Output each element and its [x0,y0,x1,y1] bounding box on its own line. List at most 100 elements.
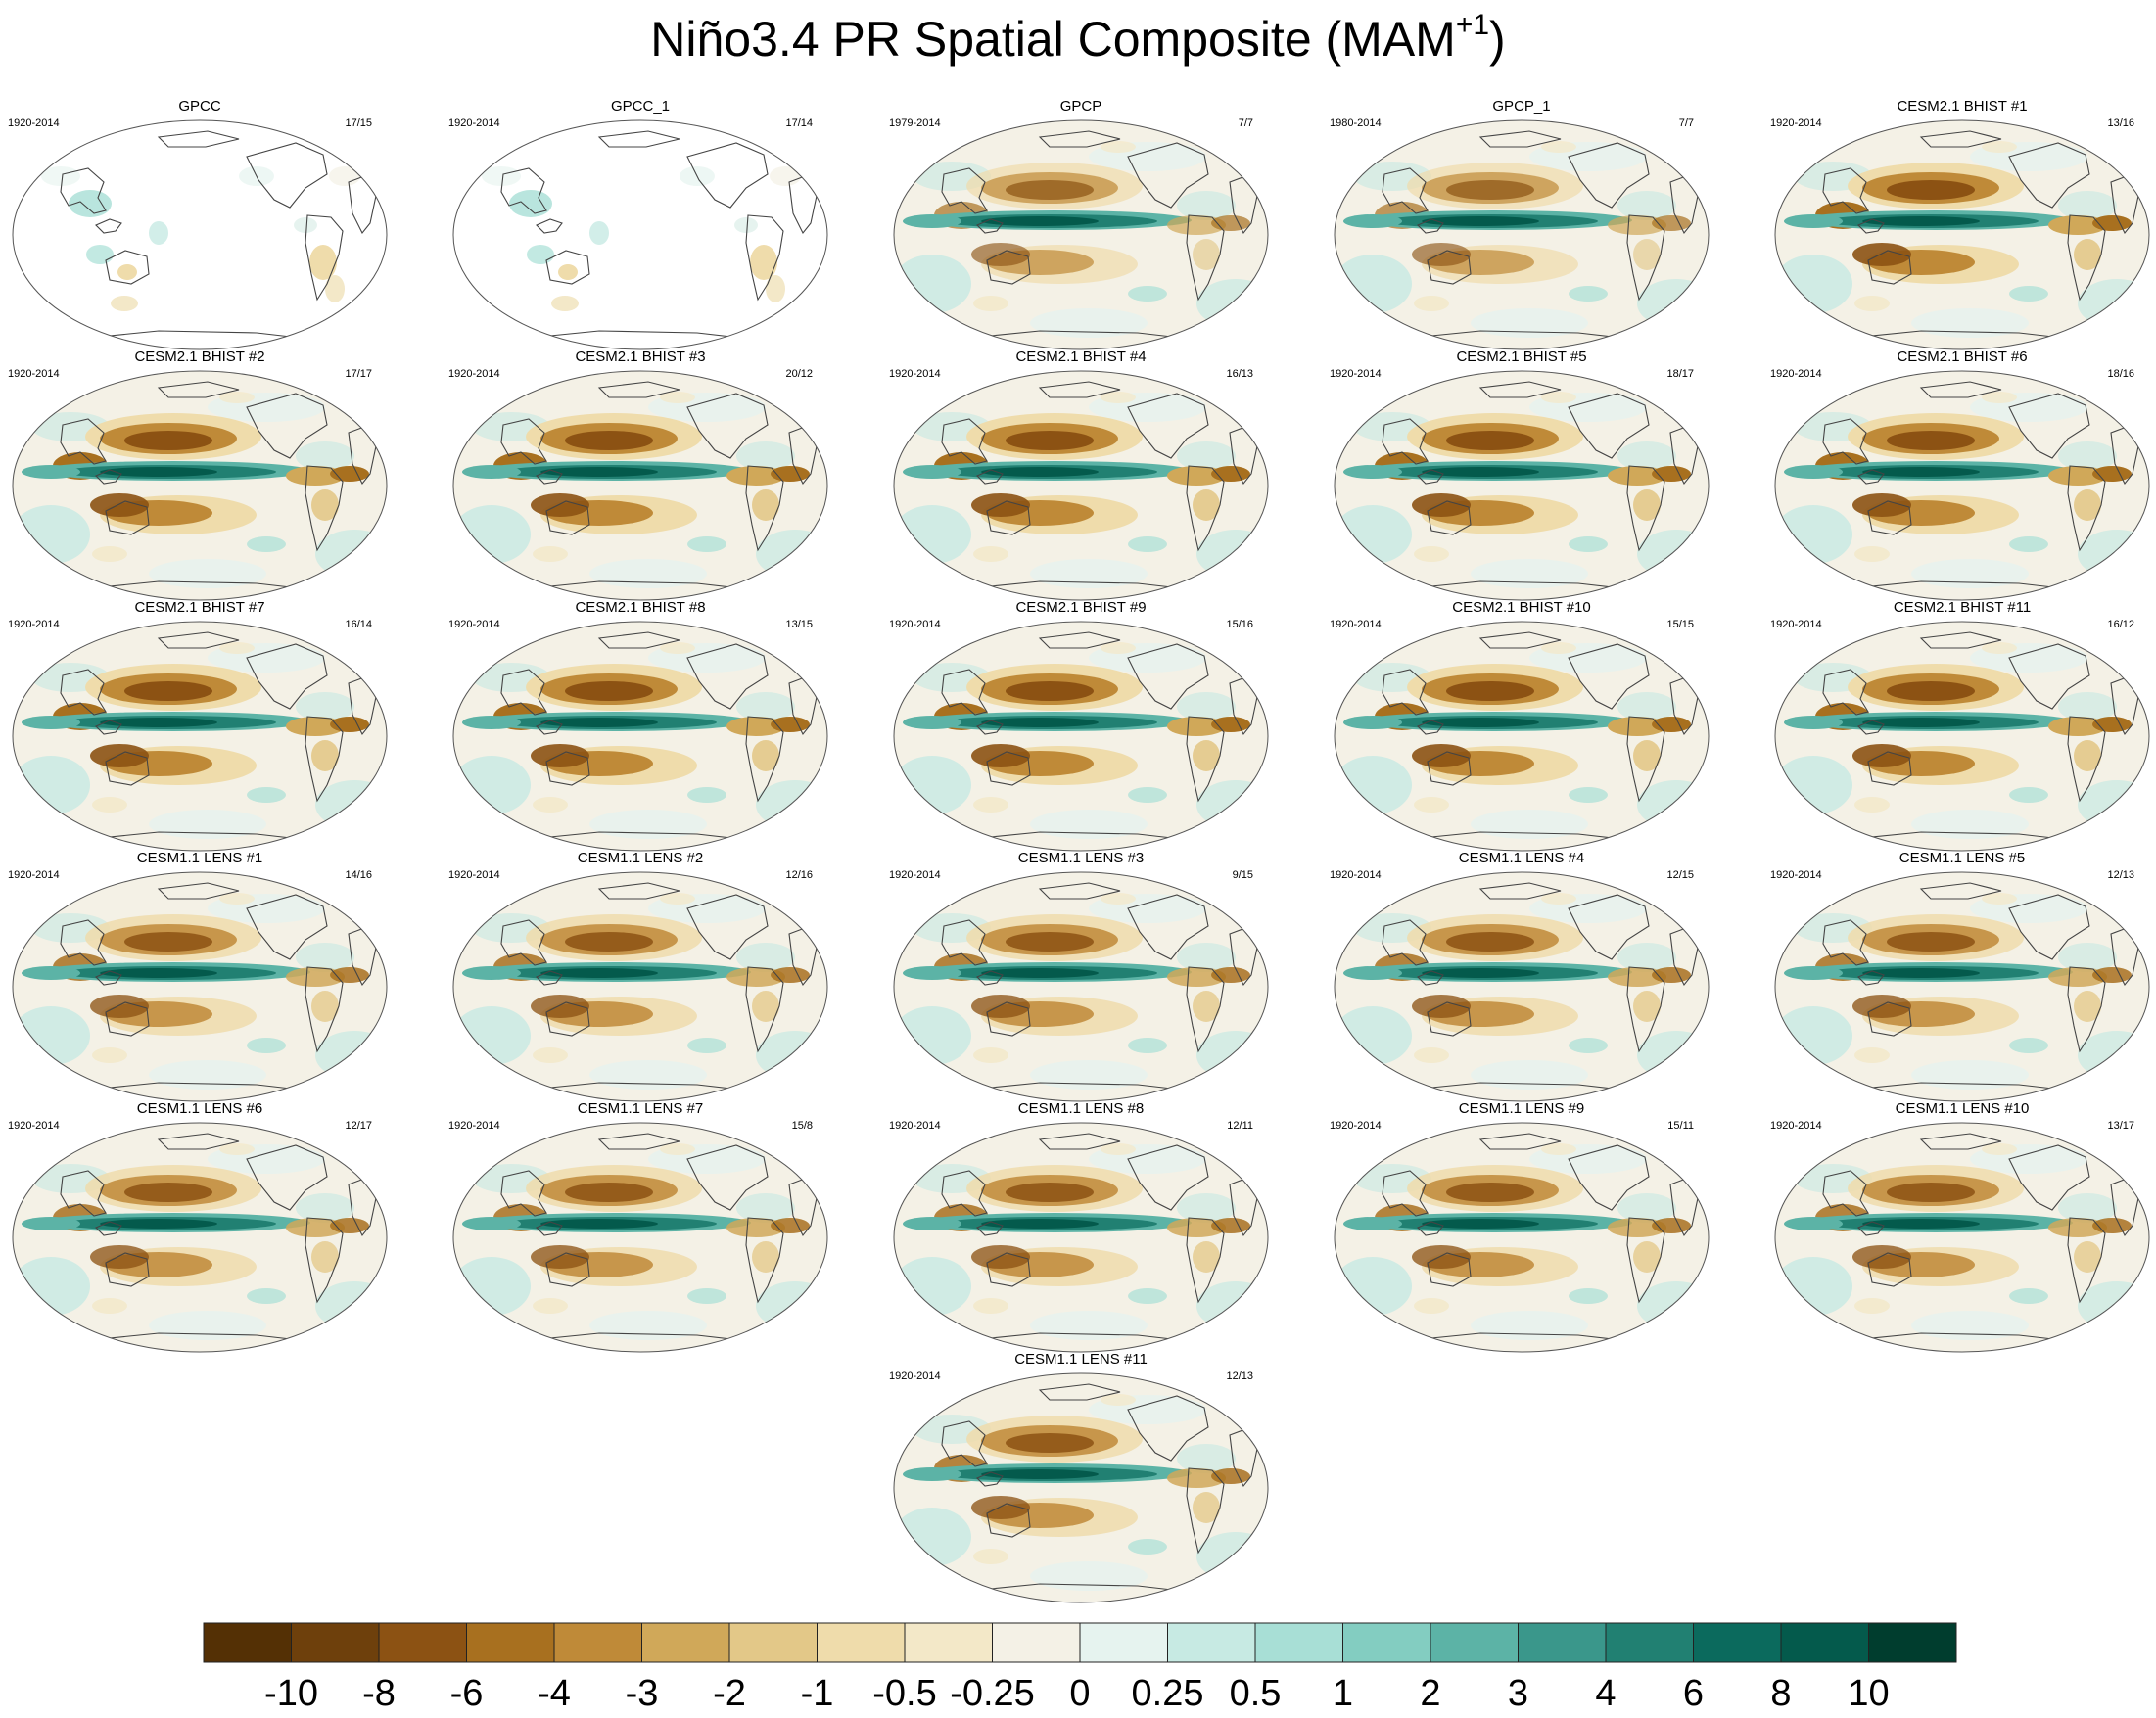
coastline [305,465,344,552]
anomaly-mark [1982,893,2017,905]
anomaly-mark [1193,1241,1220,1273]
map-plot [12,621,388,852]
map-border [452,370,828,601]
map-panel: GPCC 1920-2014 17/15 [4,98,396,352]
anomaly-mark [1167,466,1226,486]
anomaly-mark [1784,716,1843,729]
anomaly-mark [1633,1241,1661,1273]
anomaly-mark [1569,787,1608,803]
anomaly-mark [766,275,785,302]
map-panel: CESM2.1 BHIST #11 1920-2014 16/12 [1766,599,2156,854]
colorbar-tick-label: -6 [449,1673,484,1714]
map-border [12,370,388,601]
anomaly-mark [1471,1311,1588,1340]
anomaly-mark [1911,810,2029,839]
anomaly-mark [531,1245,589,1269]
anomaly-mark [1193,740,1220,771]
map-plot [1774,1122,2150,1353]
coastline [500,669,547,716]
anomaly-mark [482,166,521,186]
panel-title: GPCP [1059,98,1102,115]
anomaly-mark [149,1060,266,1090]
anomaly-mark [726,1218,785,1237]
panel-years: 1920-2014 [8,1120,60,1132]
map-border [12,621,388,852]
colorbar-swatch [1167,1622,1256,1663]
anomaly-mark [565,932,653,952]
map-panel: GPCP_1 1980-2014 7/7 [1326,98,1717,352]
map-border [1774,370,2150,601]
panel-event-count: 15/11 [1667,1120,1694,1132]
colorbar-swatch [992,1622,1081,1663]
colorbar-swatch [1430,1622,1519,1663]
panel-title: CESM1.1 LENS #6 [136,1100,263,1117]
anomaly-mark [971,1245,1030,1269]
anomaly-mark [981,1469,1099,1479]
anomaly-mark [219,893,255,905]
panel-event-count: 14/16 [345,869,372,881]
colorbar-swatch [466,1622,555,1663]
anomaly-mark [124,1183,212,1202]
coastline [1568,643,1650,710]
map-panel: CESM1.1 LENS #1 1920-2014 14/16 [4,850,396,1104]
anomaly-mark [1128,536,1167,552]
coastline [597,882,680,900]
coastline [986,250,1031,285]
coastline [60,1170,107,1217]
panel-title: CESM1.1 LENS #8 [1017,1100,1145,1117]
coastline [1038,381,1121,398]
anomaly-mark [1177,692,1236,721]
coastline [1186,214,1225,302]
anomaly-mark [462,716,521,729]
anomaly-mark [540,1219,658,1229]
anomaly-mark [973,296,1008,311]
anomaly-mark [1193,489,1220,521]
map-border [12,119,388,350]
panel-title: CESM2.1 BHIST #1 [1897,98,2028,115]
map-border [893,1372,1269,1603]
anomaly-mark [1167,1468,1226,1488]
map-plot [12,1122,388,1353]
coastline [941,1420,988,1467]
colorbar-tick-label: 0 [1069,1673,1091,1714]
anomaly-mark [1412,995,1471,1018]
anomaly-mark [22,465,80,479]
anomaly-mark [973,1549,1008,1564]
panel-years: 1920-2014 [8,117,60,129]
coastline [1822,669,1869,716]
map-background [13,120,387,349]
panel-event-count: 16/12 [2107,619,2134,630]
coastline [976,720,1004,735]
coastline [157,631,240,649]
coastline [597,631,680,649]
anomaly-mark [1422,718,1539,727]
panel-event-count: 15/15 [1666,619,1694,630]
panel-title: CESM1.1 LENS #2 [577,850,704,866]
map-border [893,621,1269,852]
colorbar-tick-label: 0.5 [1229,1673,1282,1714]
coastline [986,500,1031,535]
map-border [1334,119,1710,350]
coastline [1867,500,1912,535]
coastline [246,894,328,960]
anomaly-mark [1167,1218,1226,1237]
anomaly-mark [1030,1561,1148,1591]
map-plot [452,1122,828,1353]
anomaly-mark [1128,787,1167,803]
anomaly-mark [1422,968,1539,978]
anomaly-mark [1193,239,1220,270]
anomaly-mark [533,1298,568,1314]
map-panel: CESM1.1 LENS #5 1920-2014 12/13 [1766,850,2156,1104]
anomaly-mark [1414,296,1449,311]
anomaly-mark [1541,642,1576,654]
anomaly-mark [1633,489,1661,521]
map-plot [452,370,828,601]
coastline [1822,167,1869,214]
anomaly-mark [1101,1394,1136,1406]
anomaly-mark [1030,559,1148,588]
panel-title: CESM2.1 BHIST #4 [1015,348,1147,365]
coastline [500,1170,547,1217]
anomaly-mark [1852,243,1911,266]
colorbar-tick-label: -1 [800,1673,834,1714]
colorbar-tick-label: 6 [1682,1673,1705,1714]
